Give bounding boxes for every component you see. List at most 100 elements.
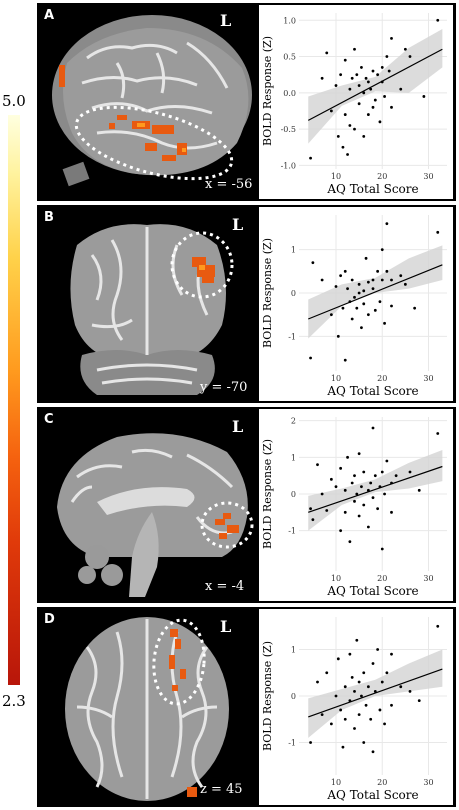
data-point — [390, 481, 393, 485]
data-point — [362, 741, 366, 744]
y-tick-label: -1 — [288, 332, 296, 341]
data-point — [387, 69, 391, 73]
regression-line — [308, 264, 443, 320]
hemisphere-label: L — [220, 11, 232, 30]
data-point — [366, 113, 370, 116]
data-point — [357, 282, 361, 286]
data-point — [362, 671, 366, 675]
data-point — [373, 98, 377, 102]
data-point — [320, 76, 324, 80]
data-point — [329, 313, 333, 317]
data-point — [399, 274, 403, 278]
x-tick-label: 10 — [331, 574, 341, 583]
data-point — [362, 289, 366, 293]
data-point — [380, 680, 384, 684]
data-point — [353, 295, 356, 299]
data-point — [339, 274, 343, 278]
data-point — [329, 109, 333, 113]
data-point — [353, 127, 356, 131]
data-point — [309, 156, 312, 160]
roi-circle — [200, 501, 254, 549]
scatter-plot-a: 10 20 30 -1.0 -0.5 0.0 0.5 1.0 AQ Total Score BOL… — [259, 5, 453, 199]
y-axis-label: BOLD Response (Z) — [261, 36, 274, 146]
slice-coordinate: x = -4 — [205, 579, 245, 594]
slice-coordinate: x = -56 — [205, 177, 253, 192]
data-point — [341, 745, 345, 749]
data-point — [336, 657, 340, 661]
roi-circle — [170, 231, 234, 299]
data-point — [360, 66, 363, 69]
data-point — [357, 514, 361, 518]
data-point — [390, 105, 393, 109]
panel-letter: A — [44, 8, 55, 23]
y-tick-label: 0.0 — [283, 89, 296, 98]
data-point — [336, 334, 340, 338]
regression-line — [308, 668, 443, 718]
data-point — [350, 278, 354, 282]
data-point — [346, 287, 349, 291]
x-tick-label: 10 — [331, 374, 341, 383]
data-point — [357, 680, 361, 684]
data-point — [348, 652, 352, 656]
data-point — [385, 222, 389, 226]
data-point — [320, 492, 324, 496]
data-point — [383, 492, 386, 496]
data-point — [364, 256, 368, 260]
slice-coordinate: z = 45 — [200, 782, 243, 797]
x-tick-label: 20 — [377, 574, 387, 583]
data-point — [325, 671, 329, 675]
data-point — [399, 87, 403, 91]
data-point — [390, 510, 393, 514]
data-point — [309, 507, 312, 511]
data-point — [353, 727, 356, 730]
x-tick-label: 30 — [423, 374, 433, 383]
y-axis-label: BOLD Response (Z) — [261, 238, 274, 348]
data-point — [385, 55, 389, 58]
y-tick-label: -1 — [288, 738, 296, 747]
data-point — [373, 689, 377, 693]
data-point — [383, 722, 386, 726]
data-point — [390, 278, 393, 282]
data-point — [357, 452, 361, 456]
data-point — [380, 470, 384, 474]
y-tick-label: 1 — [291, 453, 296, 462]
data-point — [309, 356, 312, 360]
x-tick-label: 30 — [423, 778, 433, 787]
data-point — [383, 321, 386, 325]
data-point — [366, 313, 370, 317]
data-point — [350, 317, 354, 321]
data-point — [343, 717, 347, 721]
data-point — [378, 708, 382, 712]
panel-letter: D — [44, 612, 55, 627]
data-point — [343, 58, 347, 62]
brain-sagittal-lateral-image — [52, 15, 252, 187]
data-point — [355, 492, 359, 496]
x-axis-label: AQ Total Score — [326, 788, 418, 802]
data-point — [357, 84, 361, 87]
data-point — [366, 525, 370, 529]
data-point — [362, 302, 366, 306]
data-point — [348, 540, 352, 544]
data-point — [316, 463, 319, 467]
data-point — [403, 47, 407, 51]
data-point — [343, 113, 347, 116]
y-tick-label: 1 — [291, 246, 296, 255]
data-point — [376, 73, 380, 77]
data-point — [436, 18, 440, 22]
y-axis-label: BOLD Response (Z) — [261, 641, 274, 751]
data-point — [334, 485, 338, 489]
data-point — [380, 278, 384, 282]
confidence-band — [308, 450, 443, 531]
panel-c: C L x = -4 10 20 30 -1 0 1 2 AQ Total Score BOLD… — [37, 407, 456, 603]
data-point — [371, 426, 375, 430]
data-point — [371, 750, 375, 754]
data-point — [380, 66, 384, 69]
data-point — [320, 278, 324, 282]
confidence-band — [308, 649, 443, 738]
data-point — [350, 481, 354, 485]
regression-line — [308, 465, 443, 513]
data-point — [385, 671, 389, 675]
brain-coronal-image — [70, 224, 234, 395]
data-point — [343, 269, 347, 273]
data-point — [348, 699, 352, 703]
